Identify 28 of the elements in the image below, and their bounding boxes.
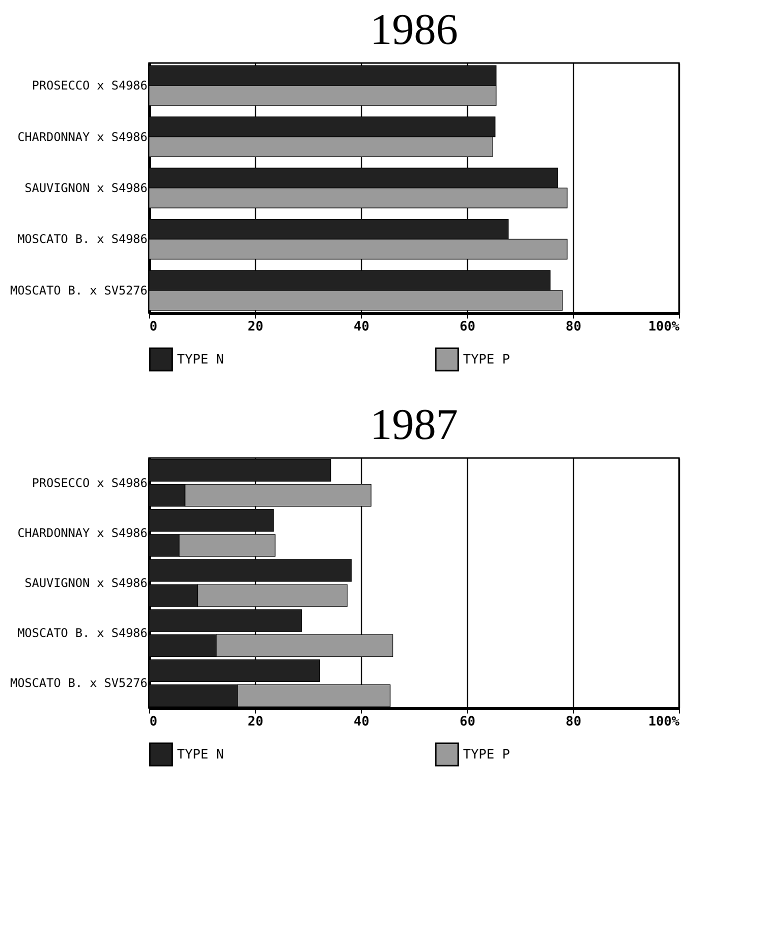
legend-label: TYPE P (463, 352, 510, 368)
x-tick-label: 60 (460, 320, 476, 334)
x-tick-label: 100% (648, 320, 680, 334)
x-tick-label: 0 (150, 714, 158, 730)
legend-label: TYPE N (177, 747, 224, 762)
x-tick-label: 20 (248, 320, 264, 334)
x-tick-label: 40 (354, 714, 370, 730)
x-tick-label: 40 (354, 320, 370, 334)
y-tick-label: CHARDONNAY x S4986 (17, 526, 148, 540)
y-tick-label: PROSECCO x S4986 (32, 476, 148, 490)
y-tick-label: CHARDONNAY x S4986 (17, 130, 148, 144)
legend-label: TYPE P (463, 747, 510, 762)
x-tick-label: 0 (150, 320, 158, 334)
y-tick-label: MOSCATO B. x SV5276 (10, 283, 148, 298)
y-tick-label: MOSCATO B. x SV5276 (10, 676, 148, 690)
chart-title: 1987 (370, 400, 458, 449)
x-tick-label: 80 (566, 714, 582, 730)
x-tick-label: 100% (648, 714, 680, 730)
x-tick-label: 60 (460, 714, 476, 730)
y-tick-label: PROSECCO x S4986 (32, 78, 148, 93)
x-tick-label: 20 (248, 714, 264, 730)
chart-title: 1986 (370, 5, 458, 54)
y-tick-label: MOSCATO B. x S4986 (17, 232, 148, 246)
x-tick-label: 80 (566, 320, 582, 334)
y-tick-label: SAUVIGNON x S4986 (24, 181, 148, 195)
legend-label: TYPE N (177, 352, 224, 368)
y-tick-label: MOSCATO B. x S4986 (17, 626, 148, 640)
y-tick-label: SAUVIGNON x S4986 (24, 576, 148, 590)
